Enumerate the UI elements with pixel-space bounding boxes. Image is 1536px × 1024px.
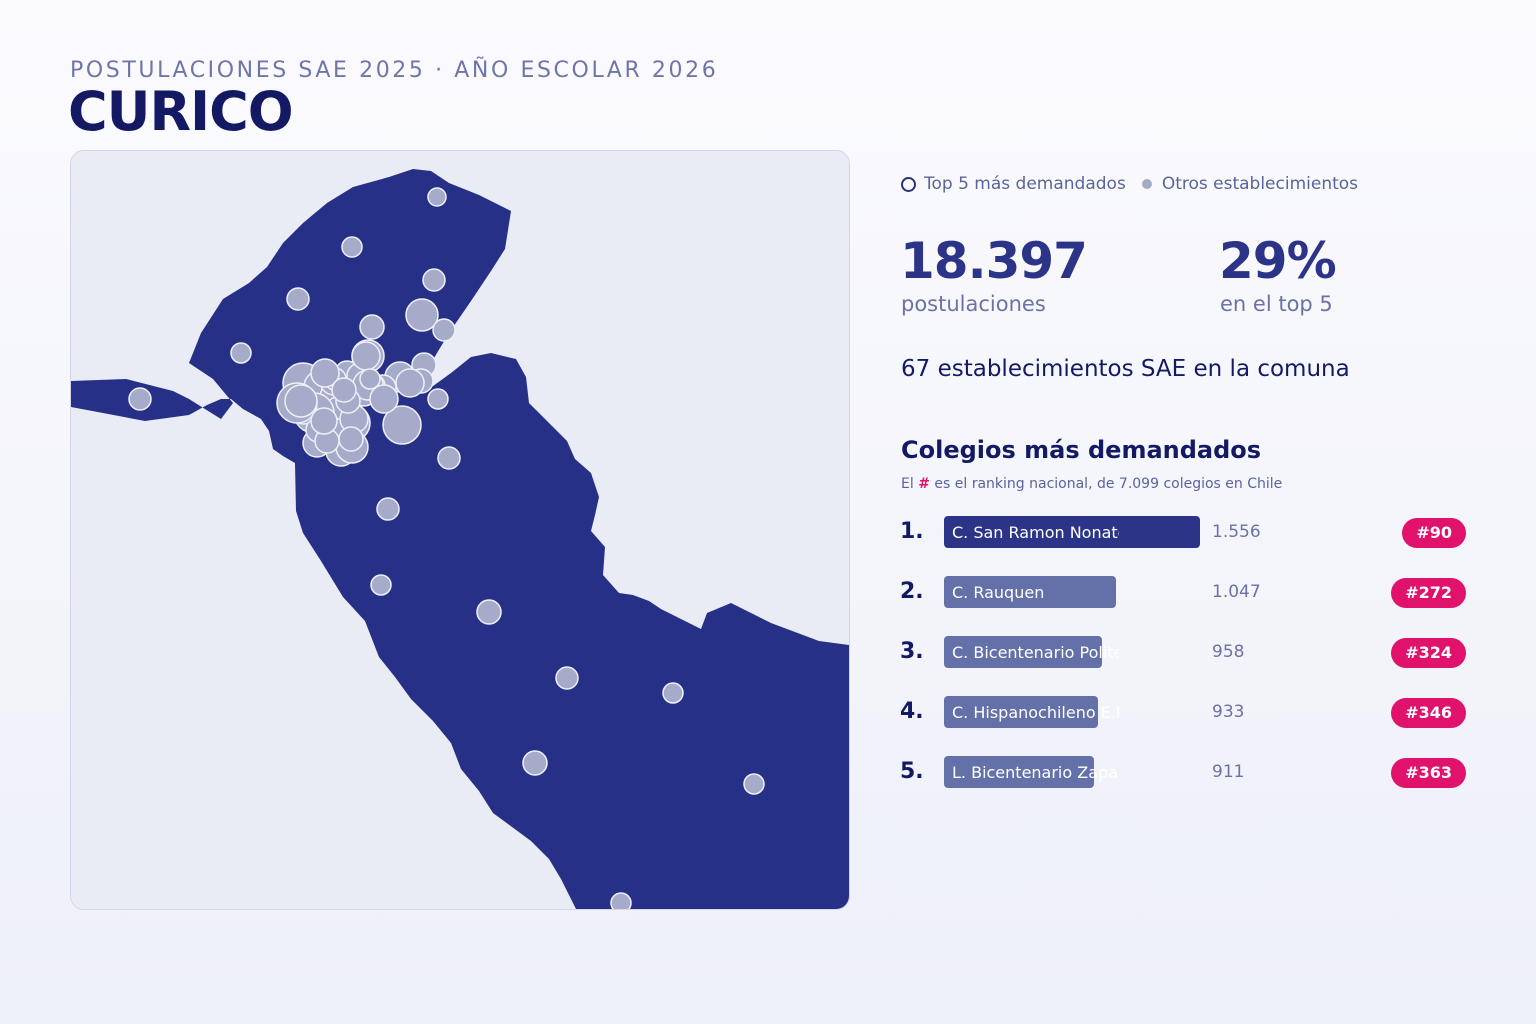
school-marker[interactable]	[310, 407, 338, 435]
rank-number: 1.	[900, 519, 924, 544]
top5-share-value: 29%	[1219, 232, 1337, 290]
school-marker[interactable]	[662, 682, 684, 704]
school-marker[interactable]	[331, 377, 357, 403]
commune-shape	[71, 169, 849, 909]
applications-value: 1.556	[1212, 522, 1261, 542]
ranking-note-symbol: #	[918, 476, 930, 492]
school-marker[interactable]	[522, 750, 548, 776]
national-rank-badge: #324	[1391, 638, 1466, 668]
school-marker[interactable]	[376, 497, 400, 521]
ranking-row-5[interactable]: 5. L. Bicentenario Zapallar 911 #363	[900, 756, 1466, 790]
rank-number: 4.	[900, 699, 924, 724]
school-marker[interactable]	[432, 318, 456, 342]
national-rank-badge: #363	[1391, 758, 1466, 788]
school-marker[interactable]	[427, 388, 449, 410]
applications-value: 1.047	[1212, 582, 1261, 602]
school-name: C. Bicentenario Politecnico	[952, 643, 1119, 662]
school-marker[interactable]	[437, 446, 461, 470]
rank-bar	[944, 516, 1200, 548]
rank-number: 3.	[900, 639, 924, 664]
ranking-note: El # es el ranking nacional, de 7.099 co…	[901, 476, 1282, 492]
school-marker[interactable]	[338, 426, 364, 452]
school-name: C. San Ramon Nonato	[952, 523, 1119, 542]
legend-top5-label: Top 5 más demandados	[924, 174, 1126, 194]
rank-bar	[944, 696, 1098, 728]
school-marker[interactable]	[128, 387, 152, 411]
ranking-title: Colegios más demandados	[901, 436, 1262, 464]
commune-map[interactable]	[70, 150, 850, 910]
school-marker[interactable]	[555, 666, 579, 690]
school-marker[interactable]	[341, 236, 363, 258]
rank-bar	[944, 636, 1102, 668]
school-name: L. Bicentenario Zapallar	[952, 763, 1119, 782]
school-marker[interactable]	[405, 298, 439, 332]
ranking-note-suffix: es el ranking nacional, de 7.099 colegio…	[934, 476, 1283, 492]
school-marker[interactable]	[284, 384, 318, 418]
school-name: C. Hispanochileno E.P.	[952, 703, 1119, 722]
school-marker[interactable]	[230, 342, 252, 364]
school-marker[interactable]	[427, 187, 447, 207]
map-markers	[128, 187, 765, 909]
school-marker[interactable]	[286, 287, 310, 311]
rank-bar	[944, 756, 1094, 788]
school-marker[interactable]	[743, 773, 765, 795]
school-marker[interactable]	[610, 892, 632, 909]
rank-number: 5.	[900, 759, 924, 784]
school-marker[interactable]	[310, 358, 340, 388]
applications-value: 933	[1212, 702, 1245, 722]
page-subtitle: POSTULACIONES SAE 2025 · AÑO ESCOLAR 202…	[70, 58, 719, 83]
top5-ring-icon	[901, 176, 916, 192]
national-rank-badge: #272	[1391, 578, 1466, 608]
applications-value: 958	[1212, 642, 1245, 662]
school-marker[interactable]	[369, 384, 399, 414]
rank-bar	[944, 576, 1116, 608]
total-applications-value: 18.397	[900, 232, 1088, 290]
school-marker[interactable]	[476, 599, 502, 625]
other-dot-icon	[1141, 179, 1152, 189]
school-marker[interactable]	[359, 314, 385, 340]
school-marker[interactable]	[382, 405, 422, 445]
ranking-row-3[interactable]: 3. C. Bicentenario Politecnico 958 #324	[900, 636, 1466, 670]
school-marker[interactable]	[359, 368, 381, 390]
school-name: C. Rauquen	[952, 583, 1045, 602]
ranking-note-prefix: El	[901, 476, 914, 492]
page-title: CURICO	[68, 80, 294, 143]
ranking-row-1[interactable]: 1. C. San Ramon Nonato 1.556 #90	[900, 516, 1466, 550]
total-applications-label: postulaciones	[901, 292, 1046, 316]
school-marker[interactable]	[395, 368, 425, 398]
school-marker[interactable]	[351, 341, 381, 371]
applications-value: 911	[1212, 762, 1245, 782]
ranking-row-2[interactable]: 2. C. Rauquen 1.047 #272	[900, 576, 1466, 610]
ranking-row-4[interactable]: 4. C. Hispanochileno E.P. 933 #346	[900, 696, 1466, 730]
schools-count: 67 establecimientos SAE en la comuna	[901, 356, 1350, 382]
legend-others-label: Otros establecimientos	[1161, 174, 1359, 194]
school-marker[interactable]	[422, 268, 446, 292]
map-svg	[71, 151, 849, 909]
map-legend: Top 5 más demandados Otros establecimient…	[901, 174, 1358, 194]
top5-share-label: en el top 5	[1220, 292, 1333, 316]
national-rank-badge: #346	[1391, 698, 1466, 728]
rank-number: 2.	[900, 579, 924, 604]
school-marker[interactable]	[370, 574, 392, 596]
national-rank-badge: #90	[1402, 518, 1466, 548]
